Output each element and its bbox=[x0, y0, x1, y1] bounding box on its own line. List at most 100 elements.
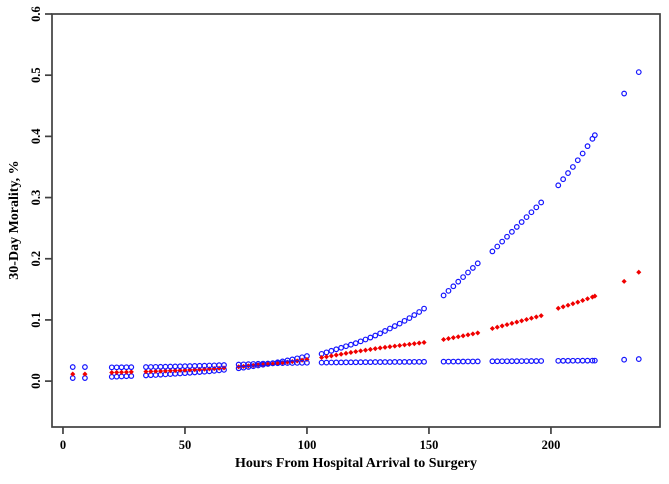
data-point bbox=[565, 170, 571, 176]
data-point bbox=[460, 274, 467, 280]
data-point bbox=[574, 357, 581, 364]
data-point bbox=[362, 359, 369, 366]
data-point bbox=[377, 359, 384, 365]
data-point bbox=[474, 358, 481, 365]
data-point bbox=[518, 358, 525, 365]
data-point bbox=[591, 132, 598, 139]
data-point bbox=[514, 319, 520, 325]
data-point bbox=[343, 343, 349, 350]
data-point bbox=[108, 364, 115, 371]
data-point bbox=[504, 233, 510, 240]
data-point bbox=[289, 358, 295, 365]
data-point bbox=[528, 358, 535, 364]
data-point bbox=[569, 164, 576, 170]
data-point bbox=[421, 305, 427, 312]
data-point bbox=[397, 342, 403, 349]
data-point bbox=[621, 278, 627, 284]
data-point bbox=[348, 349, 354, 356]
data-point bbox=[108, 373, 115, 380]
data-point bbox=[333, 359, 340, 366]
data-point bbox=[152, 363, 159, 370]
data-point bbox=[162, 363, 169, 370]
data-point bbox=[352, 359, 359, 366]
data-point bbox=[494, 243, 501, 250]
data-point bbox=[411, 358, 418, 365]
y-tick-label: 0.1 bbox=[29, 312, 43, 328]
data-point bbox=[367, 346, 373, 352]
data-point bbox=[560, 176, 567, 183]
data-point bbox=[565, 302, 571, 308]
data-point bbox=[382, 359, 388, 365]
data-point bbox=[128, 369, 134, 375]
y-axis-label: 30-Day Morality, % bbox=[7, 160, 22, 279]
data-point bbox=[328, 347, 335, 354]
data-point bbox=[304, 359, 310, 366]
data-point bbox=[221, 362, 227, 368]
data-point bbox=[406, 358, 413, 365]
data-point bbox=[70, 371, 76, 377]
data-point bbox=[113, 373, 120, 380]
data-point bbox=[338, 351, 344, 357]
data-point bbox=[474, 260, 481, 267]
data-point bbox=[362, 336, 369, 343]
plot-area-frame bbox=[51, 13, 661, 428]
data-point bbox=[123, 369, 129, 375]
data-point bbox=[523, 214, 530, 221]
data-point bbox=[167, 363, 174, 370]
data-point bbox=[147, 364, 154, 370]
data-point bbox=[455, 334, 461, 340]
data-point bbox=[143, 364, 149, 370]
data-point bbox=[450, 358, 457, 365]
data-point bbox=[533, 358, 540, 364]
data-point bbox=[158, 368, 164, 374]
data-point bbox=[440, 358, 447, 365]
data-point bbox=[391, 359, 398, 365]
data-point bbox=[533, 314, 539, 320]
y-tick-label: 0.3 bbox=[29, 190, 43, 206]
x-tick-label: 0 bbox=[60, 438, 66, 452]
data-point bbox=[636, 269, 642, 275]
data-point bbox=[421, 358, 427, 365]
data-point bbox=[635, 356, 642, 362]
data-point bbox=[450, 283, 457, 290]
data-point bbox=[148, 368, 154, 374]
data-point bbox=[579, 150, 586, 157]
data-point bbox=[621, 356, 628, 363]
data-point bbox=[499, 358, 506, 365]
data-point bbox=[347, 359, 354, 366]
data-point bbox=[109, 369, 115, 376]
series-blue-rising-curve bbox=[69, 69, 642, 381]
data-point bbox=[118, 364, 125, 371]
data-point bbox=[387, 344, 393, 350]
data-point bbox=[167, 368, 173, 374]
data-point bbox=[465, 358, 471, 365]
data-point bbox=[513, 224, 520, 230]
data-point bbox=[499, 323, 505, 329]
data-point bbox=[469, 265, 476, 271]
data-point bbox=[396, 359, 403, 365]
data-point bbox=[528, 209, 535, 216]
y-tick-label: 0.4 bbox=[29, 128, 43, 144]
data-point bbox=[411, 341, 417, 347]
x-axis-ticks: 0 50 100 150 200 bbox=[60, 427, 560, 452]
data-point bbox=[579, 357, 586, 364]
data-point bbox=[153, 368, 159, 374]
data-point bbox=[441, 336, 447, 343]
data-point bbox=[69, 364, 76, 370]
data-point bbox=[518, 219, 525, 225]
data-point bbox=[328, 353, 334, 359]
data-point bbox=[352, 340, 359, 347]
data-point bbox=[560, 304, 566, 310]
data-point bbox=[343, 350, 349, 356]
x-axis-label: Hours From Hospital Arrival to Surgery bbox=[235, 456, 477, 471]
data-point bbox=[319, 354, 325, 361]
y-axis-ticks: 0.0 0.1 0.2 0.3 0.4 0.5 0.6 bbox=[29, 6, 52, 389]
data-point bbox=[391, 323, 398, 329]
data-point bbox=[580, 297, 586, 304]
x-tick-label: 200 bbox=[542, 438, 561, 452]
data-point bbox=[489, 358, 496, 365]
data-point bbox=[460, 333, 466, 339]
data-point bbox=[372, 359, 379, 365]
